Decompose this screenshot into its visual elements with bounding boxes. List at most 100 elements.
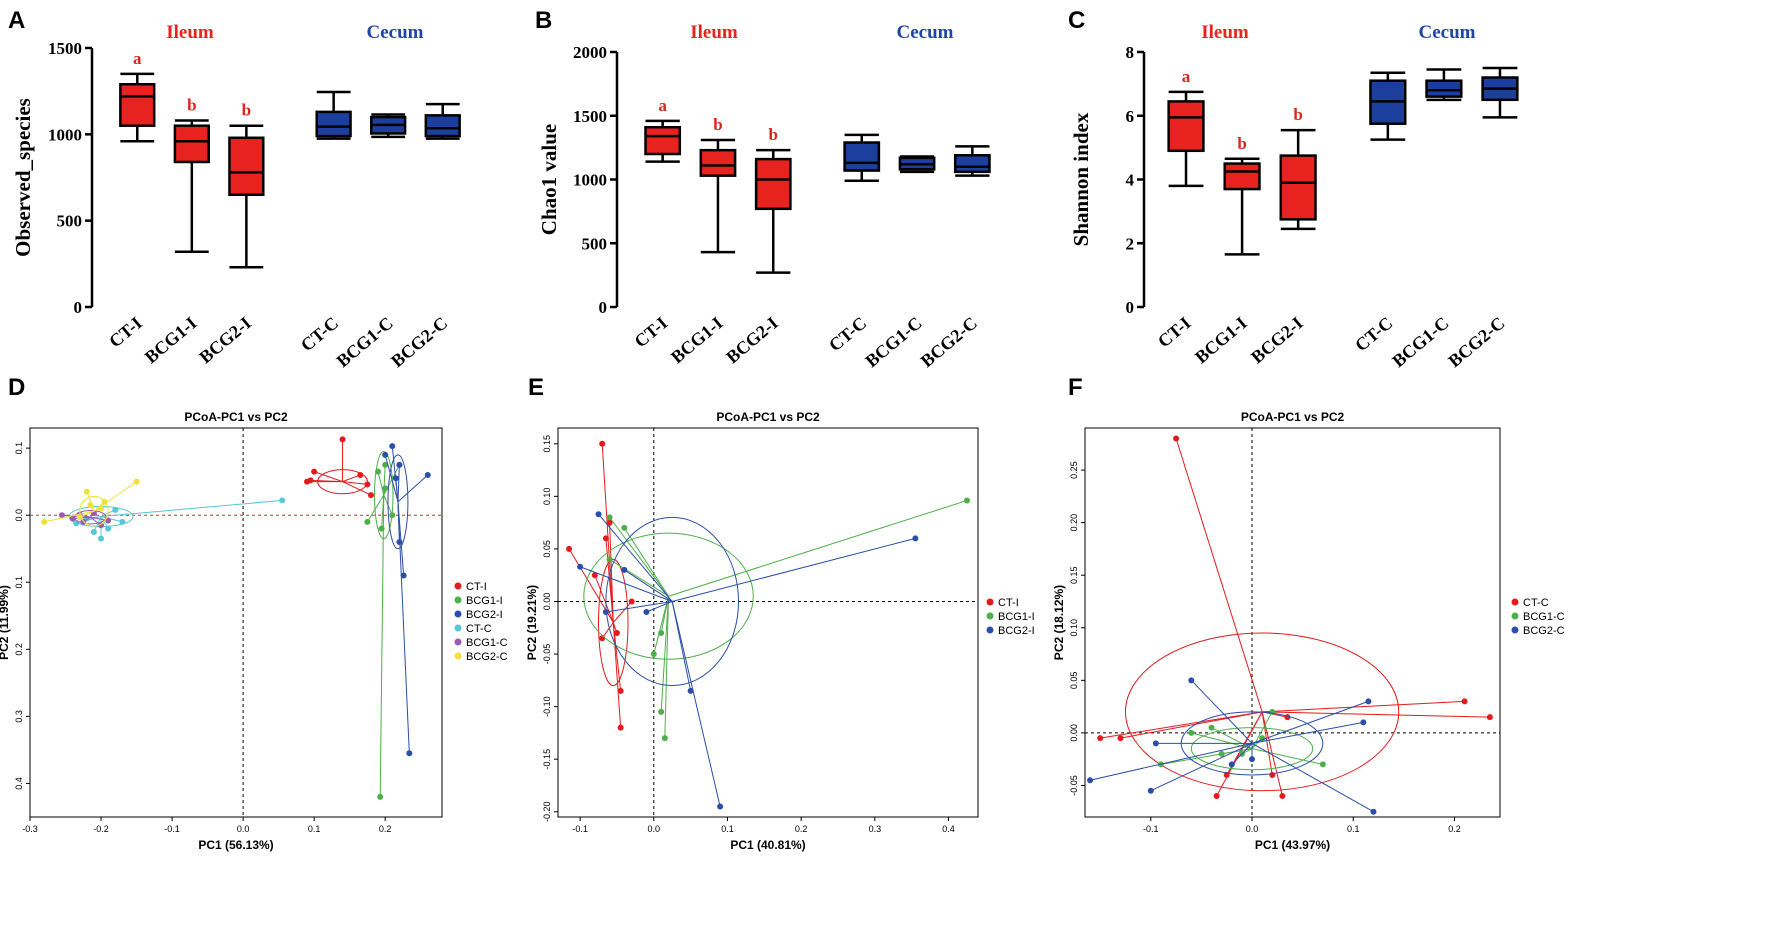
data-point-ct-c	[1486, 714, 1493, 721]
spider-line	[1231, 743, 1253, 765]
data-point-bcg1-c	[105, 517, 112, 524]
data-point-ct-i	[617, 687, 624, 694]
spider-line	[397, 474, 429, 503]
y-tick-label: 0.4	[14, 777, 24, 790]
data-point-bcg1-c	[1269, 708, 1276, 715]
y-tick-label: 4	[1126, 171, 1135, 190]
spider-line	[1089, 742, 1253, 781]
panel-f-pcoa-cecum: F PCoA-PC1 vs PC2 -0.1 0.0 0.1 0.2 0.25 0.20 0.1…	[1052, 374, 1565, 852]
data-point-bcg2-i	[406, 750, 413, 757]
y-tick-label: 1500	[573, 107, 607, 126]
spider-line	[671, 601, 721, 807]
data-point-bcg2-c	[133, 478, 140, 485]
box-bcg2-i	[1279, 154, 1317, 221]
category-label: BCG1-I	[667, 313, 727, 368]
x-tick-label: 0.1	[308, 824, 321, 834]
x-tick-label: 0.2	[1448, 824, 1461, 834]
legend-marker	[454, 596, 462, 604]
legend-label: CT-C	[466, 623, 492, 635]
data-point-bcg1-i	[661, 735, 668, 742]
y-tick-label: 0.10	[1069, 619, 1079, 637]
legend-label: BCG1-I	[998, 611, 1035, 623]
y-tick-label: 0.0	[14, 509, 24, 522]
confidence-ellipse-bcg2-c	[79, 495, 109, 527]
data-point-ct-c	[1461, 698, 1468, 705]
category-label: CT-C	[297, 313, 342, 356]
data-point-bcg2-c	[1370, 808, 1377, 815]
spider-line	[342, 481, 368, 485]
spider-line	[1262, 700, 1465, 713]
legend-marker	[454, 652, 462, 660]
data-point-bcg1-c	[1208, 724, 1215, 731]
y-tick-label: 0.00	[1069, 724, 1079, 742]
data-point-bcg1-c	[69, 515, 76, 522]
data-point-bcg1-i	[606, 514, 613, 521]
data-point-bcg2-i	[687, 687, 694, 694]
legend-label: CT-I	[466, 581, 487, 593]
spider-line	[1261, 711, 1283, 797]
data-point-ct-i	[367, 492, 374, 499]
legend-label: BCG1-C	[1523, 611, 1565, 623]
spider-line	[366, 494, 385, 523]
data-point-ct-c	[98, 535, 105, 542]
data-point-bcg2-c	[98, 505, 105, 512]
data-point-ct-i	[307, 477, 314, 484]
category-label: BCG1-I	[141, 313, 201, 368]
data-point-ct-i	[566, 545, 573, 552]
y-tick-label: 0.20	[1069, 514, 1079, 532]
box-ct-c	[843, 141, 881, 172]
box-bcg2-i	[754, 157, 792, 211]
spider-line	[1251, 748, 1323, 765]
x-tick-label: 0.2	[795, 824, 808, 834]
plot-title: PCoA-PC1 vs PC2	[716, 410, 820, 424]
spider-line	[1211, 727, 1253, 750]
spider-line	[609, 517, 669, 597]
y-tick-label: 0.05	[542, 540, 552, 558]
y-tick-label: 0.05	[1069, 672, 1079, 690]
spider-line	[310, 479, 343, 483]
confidence-ellipse-bcg1-c	[1190, 727, 1314, 771]
category-label: BCG1-I	[1191, 313, 1251, 368]
data-point-bcg2-c	[1365, 698, 1372, 705]
spider-line	[381, 495, 385, 529]
x-tick-label: 0.4	[942, 824, 955, 834]
data-point-bcg1-i	[658, 630, 665, 637]
y-tick-label: -0.15	[542, 749, 552, 770]
spider-line	[668, 500, 968, 597]
data-point-bcg1-i	[378, 525, 385, 532]
data-point-bcg1-c	[80, 518, 87, 525]
legend-marker	[986, 598, 994, 606]
data-point-bcg1-i	[377, 793, 384, 800]
data-point-bcg1-i	[621, 524, 628, 531]
panel-letter: C	[1068, 7, 1085, 34]
data-point-ct-i	[591, 572, 598, 579]
category-label: BCG1-C	[1388, 313, 1452, 371]
spider-line	[1221, 748, 1253, 755]
category-label: BCG2-C	[917, 313, 981, 371]
data-point-ct-c	[73, 520, 80, 527]
category-label: BCG1-C	[861, 313, 925, 371]
spider-line	[1191, 732, 1253, 750]
data-point-ct-i	[628, 598, 635, 605]
spider-line	[1251, 742, 1374, 813]
data-point-bcg1-i	[375, 468, 382, 475]
confidence-ellipse-bcg1-i	[374, 450, 394, 540]
spider-line	[100, 516, 123, 523]
data-point-bcg2-c	[83, 488, 90, 495]
legend-label: BCG2-C	[1523, 625, 1565, 637]
category-label: CT-I	[1154, 313, 1195, 352]
data-point-bcg2-c	[1087, 777, 1094, 784]
box-bcg1-i	[699, 148, 737, 177]
data-point-bcg1-i	[963, 497, 970, 504]
data-point-ct-c	[1269, 771, 1276, 778]
panel-b-chao1: B 0 500 1000 1500 2000 Chao1 value Ileum Cecum a C…	[535, 7, 991, 371]
legend-marker	[454, 624, 462, 632]
category-label: BCG2-C	[1444, 313, 1508, 371]
data-point-ct-c	[105, 525, 112, 532]
legend-label: BCG2-I	[466, 609, 503, 621]
data-point-ct-c	[279, 497, 286, 504]
category-label: BCG1-C	[333, 313, 397, 371]
y-tick-label: 0.1	[14, 576, 24, 589]
confidence-ellipse-bcg2-i	[605, 516, 740, 687]
plot-frame	[1084, 427, 1501, 818]
